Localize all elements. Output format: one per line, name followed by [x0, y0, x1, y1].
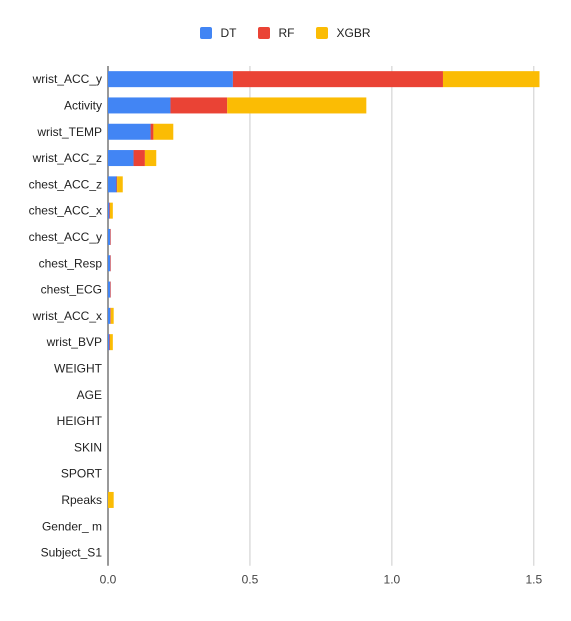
bar-xgbr	[109, 202, 113, 219]
y-category-label: wrist_ACC_x	[32, 309, 102, 323]
bar-dt	[108, 334, 110, 351]
x-tick-label: 1.0	[384, 573, 401, 587]
bar-xgbr	[144, 150, 157, 167]
y-category-label: WEIGHT	[54, 361, 103, 375]
y-category-label: Gender_ m	[42, 519, 102, 533]
chart-legend: DT RF XGBR	[0, 26, 571, 40]
y-category-label: wrist_ACC_y	[32, 72, 102, 86]
bar-xgbr	[442, 71, 540, 88]
legend-item-rf: RF	[258, 26, 294, 40]
legend-swatch-rf	[258, 27, 271, 39]
y-category-label: chest_ECG	[41, 283, 102, 297]
y-category-label: AGE	[77, 388, 102, 402]
y-category-label: HEIGHT	[57, 414, 103, 428]
bar-xgbr	[110, 307, 114, 324]
bar-rf	[133, 150, 145, 167]
y-category-label: wrist_TEMP	[36, 125, 102, 139]
bar-dt	[108, 123, 151, 140]
x-tick-label: 1.5	[525, 573, 542, 587]
bar-rf	[232, 71, 443, 88]
bar-dt	[108, 202, 110, 219]
bar-dt	[108, 97, 171, 114]
bar-rf	[170, 97, 228, 114]
bar-rf	[109, 334, 110, 351]
bar-dt	[108, 281, 111, 298]
legend-swatch-dt	[200, 27, 213, 39]
bar-rf	[110, 228, 111, 245]
legend-item-xgbr: XGBR	[316, 26, 371, 40]
y-category-label: chest_ACC_x	[29, 204, 102, 218]
bar-dt	[108, 176, 117, 193]
y-category-label: chest_ACC_y	[29, 230, 102, 244]
legend-label-rf: RF	[278, 26, 295, 40]
bar-rf	[109, 202, 110, 219]
x-tick-label: 0.5	[242, 573, 259, 587]
bar-dt	[108, 255, 111, 272]
bar-dt	[108, 307, 111, 324]
bar-xgbr	[108, 491, 114, 508]
x-tick-label: 0.0	[100, 573, 117, 587]
legend-label-xgbr: XGBR	[336, 26, 371, 40]
y-category-label: Subject_S1	[41, 546, 103, 560]
legend-label-dt: DT	[220, 26, 237, 40]
y-category-label: SPORT	[61, 467, 103, 481]
bar-xgbr	[153, 123, 174, 140]
y-category-label: SKIN	[74, 440, 102, 454]
bar-rf	[116, 176, 118, 193]
legend-swatch-xgbr	[316, 27, 329, 39]
y-category-label: chest_ACC_z	[29, 177, 102, 191]
legend-item-dt: DT	[200, 26, 236, 40]
bar-xgbr	[117, 176, 123, 193]
bar-xgbr	[109, 334, 113, 351]
bar-rf	[150, 123, 154, 140]
y-category-label: chest_Resp	[39, 256, 103, 270]
bar-dt	[108, 150, 134, 167]
y-category-label: wrist_BVP	[46, 335, 102, 349]
y-category-label: wrist_ACC_z	[32, 151, 102, 165]
bar-rf	[110, 307, 111, 324]
bar-xgbr	[227, 97, 367, 114]
bar-dt	[108, 228, 111, 245]
y-category-label: Rpeaks	[61, 493, 102, 507]
bar-rf	[110, 281, 111, 298]
bar-rf	[110, 255, 111, 272]
bar-dt	[108, 71, 233, 88]
y-category-label: Activity	[64, 98, 102, 112]
